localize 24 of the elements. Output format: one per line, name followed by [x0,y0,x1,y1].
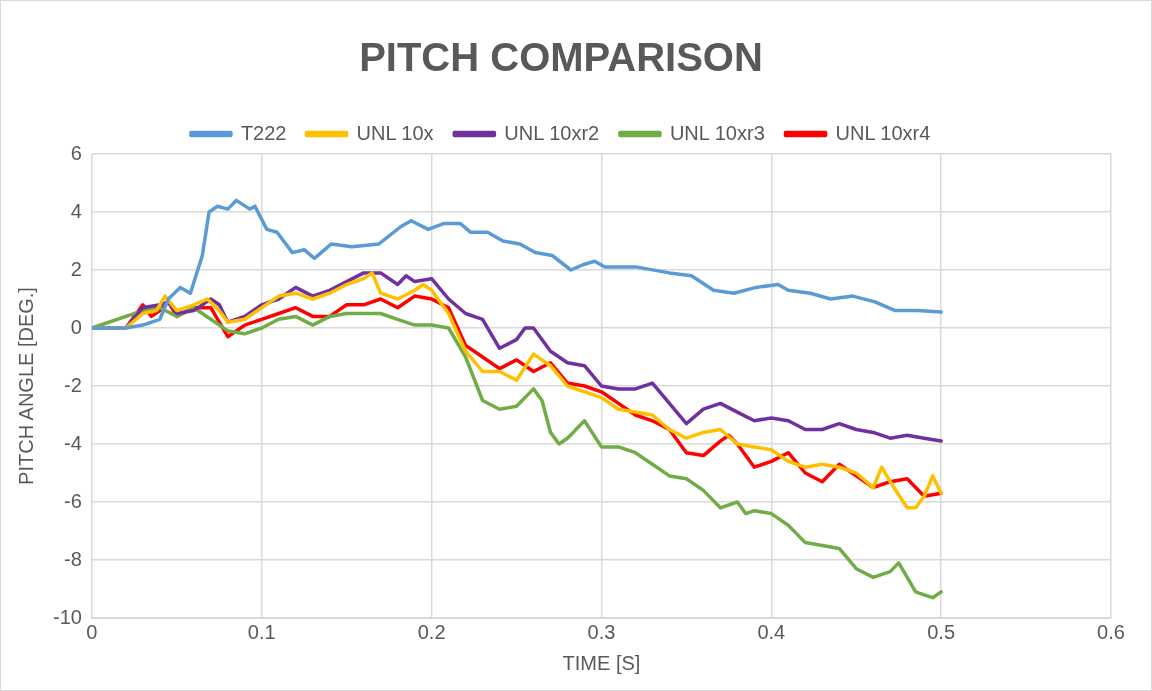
legend-label: T222 [240,121,287,144]
y-tick-label: -6 [64,489,82,512]
chart-title: PITCH COMPARISON [359,35,763,80]
y-tick-label: 0 [70,315,82,338]
legend-label: UNL 10xr2 [504,121,600,144]
x-tick-label: 0.6 [1097,620,1125,643]
y-tick-label: 6 [70,141,82,164]
y-tick-label: 2 [70,257,82,280]
legend-label: UNL 10xr3 [669,121,765,144]
y-tick-label: -8 [64,547,82,570]
x-tick-label: 0.4 [757,620,786,643]
x-tick-label: 0 [86,620,98,643]
x-tick-label: 0.2 [417,620,446,643]
x-tick-label: 0.3 [587,620,616,643]
x-axis-title: TIME [S] [562,651,641,674]
y-axis-title: PITCH ANGLE [DEG.] [14,287,37,485]
legend-label: UNL 10x [356,121,434,144]
x-tick-label: 0.5 [927,620,956,643]
x-tick-label: 0.1 [247,620,276,643]
y-tick-label: -2 [64,373,82,396]
legend-label: UNL 10xr4 [835,121,931,144]
y-tick-label: -4 [64,431,82,454]
y-tick-label: 4 [70,199,82,222]
y-tick-label: -10 [53,605,82,628]
